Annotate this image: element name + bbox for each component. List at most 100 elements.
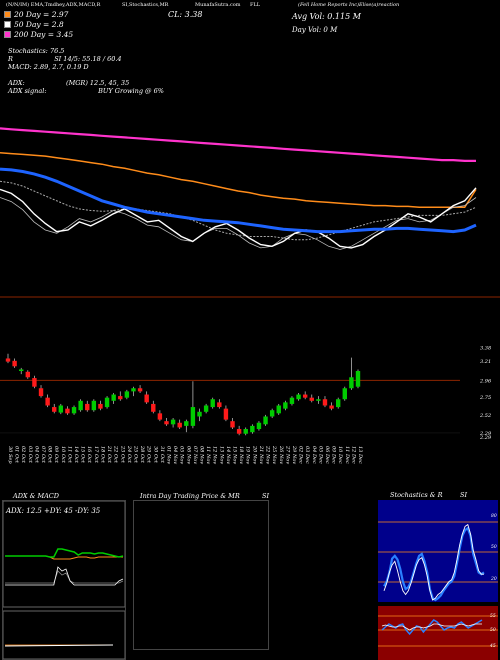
date-tick: 05 Dec: [317, 446, 323, 464]
candle-body: [302, 394, 308, 398]
header-ticker: FLL: [250, 2, 261, 8]
candle-body: [296, 394, 301, 400]
header-mid-line: SI,Stochastics,MR: [122, 2, 169, 8]
candle-body: [52, 407, 57, 412]
candle-body: [316, 399, 321, 401]
candle-body: [342, 388, 347, 400]
candle-body: [170, 419, 176, 425]
legend-swatch: [4, 10, 11, 18]
candle-body: [197, 411, 202, 417]
candle-body: [269, 410, 275, 417]
candle-body: [355, 371, 361, 387]
date-tick: 13 Dec: [357, 446, 363, 464]
legend-50-day: 50 Day = 2.8: [4, 19, 73, 29]
candle-chart: 3.38 3.21 2.96 2.75 2.52 2.292.29 30 Sep 01 Oct…: [0, 345, 492, 464]
date-tick: 03 Dec: [304, 446, 310, 464]
date-tick: 30 Sep: [7, 446, 13, 464]
date-tick: 22 Oct: [113, 445, 119, 464]
si-white-line: [381, 623, 482, 631]
candle-body: [58, 405, 64, 413]
date-tick: 21 Oct: [106, 445, 112, 464]
date-tick: 17 Oct: [93, 446, 99, 464]
date-tick: 22 Nov: [265, 445, 271, 464]
day-volume-label: Day Vol: 0 M: [292, 26, 338, 34]
candle-body: [124, 391, 130, 398]
si-stat: R SI 14/5: 55.18 / 60.4: [8, 55, 122, 63]
date-tick: 29 Oct: [146, 445, 152, 464]
legend-text: 200 Day = 3.45: [14, 29, 74, 39]
date-tick: 12 Dec: [350, 446, 356, 464]
candle-axis-tick: 3.21: [480, 359, 491, 365]
candle-body: [19, 369, 24, 372]
stochastics-chart: 80 50 20 55 50 45: [378, 500, 498, 660]
candle-body: [144, 394, 149, 403]
date-tick: 06 Nov: [185, 446, 191, 464]
date-tick: 25 Nov: [271, 445, 277, 464]
date-tick: 09 Dec: [331, 446, 337, 464]
date-tick: 26 Nov: [278, 445, 284, 464]
candle-body: [45, 397, 50, 406]
candle-axis-tick: 2.75: [479, 395, 491, 401]
date-tick: 04 Oct: [33, 446, 39, 464]
date-tick: 10 Oct: [60, 446, 66, 464]
candle-body: [217, 402, 222, 408]
date-tick: 20 Nov: [251, 445, 257, 464]
legend-text: 20 Day = 2.97: [14, 9, 69, 19]
candle-body: [256, 422, 262, 430]
macd-line: [4, 644, 114, 647]
candle-body: [137, 388, 143, 392]
candle-body: [335, 399, 341, 408]
adx-values-label: ADX: 12.5 +DY: 45 -DY: 35: [5, 507, 101, 515]
candle-body: [329, 405, 334, 409]
close-price-label: CL: 3.38: [168, 10, 203, 19]
candle-body: [276, 405, 281, 414]
candle-body: [322, 399, 328, 406]
date-tick: 01 Nov: [165, 446, 171, 464]
date-tick: 31 Oct: [159, 446, 165, 464]
stochastics-panel: Stochastics & R SI 80 50 20 55 50 45: [378, 491, 498, 660]
date-tick: 16 Oct: [86, 446, 92, 464]
intraday-si-label: SI: [262, 492, 270, 500]
candle-body: [203, 405, 209, 412]
candle-body: [12, 360, 17, 367]
candle-axis-tick: 2.29: [479, 435, 492, 441]
date-tick: 08 Nov: [199, 446, 205, 464]
candle-body: [190, 407, 196, 426]
ema-blue-line: [0, 167, 477, 234]
candle-body: [78, 400, 83, 411]
adx-macd-panel: ADX & MACD ADX: 12.5 +DY: 45 -DY: 35: [2, 492, 126, 660]
stochastics-title: Stochastics & R: [390, 491, 443, 499]
candle-body: [289, 397, 295, 404]
candle-body: [236, 429, 242, 434]
candle-body: [309, 397, 314, 401]
candle-body: [91, 400, 97, 411]
candle-body: [243, 429, 248, 434]
ema-dotted-line: [0, 180, 477, 241]
stoch-tick: 50: [491, 544, 497, 550]
date-tick: 07 Nov: [192, 446, 198, 464]
legend-text: 50 Day = 2.8: [14, 19, 64, 29]
date-tick: 11 Dec: [344, 446, 350, 464]
candle-body: [283, 402, 288, 409]
date-tick: 15 Oct: [80, 446, 86, 464]
adx-stat: ADX: (MGR) 12.5, 45, 35: [8, 79, 130, 87]
candle-body: [184, 421, 189, 426]
date-tick: 18 Nov: [238, 446, 244, 464]
stochastics-si-label: SI: [460, 491, 468, 499]
date-tick: 01 Oct: [14, 446, 20, 464]
candle-body: [210, 399, 215, 408]
legend-200-day: 200 Day = 3.45: [4, 29, 73, 39]
candle-body: [98, 403, 103, 409]
stochastics-stat: Stochastics: 76.5: [8, 47, 65, 55]
macd-stat: MACD: 2.89, 2.7, 0.19 D: [8, 63, 89, 71]
candle-body: [111, 394, 116, 401]
date-tick: 25 Oct: [132, 445, 138, 464]
ema-chart: [0, 127, 500, 298]
si-tick: 50: [490, 627, 496, 633]
ema-gray-line: [0, 197, 477, 250]
price-line: [0, 187, 477, 249]
date-tick: 19 Nov: [245, 446, 251, 464]
date-tick: 14 Nov: [225, 446, 231, 464]
candle-body: [223, 408, 229, 420]
legend-swatch: [4, 20, 11, 28]
